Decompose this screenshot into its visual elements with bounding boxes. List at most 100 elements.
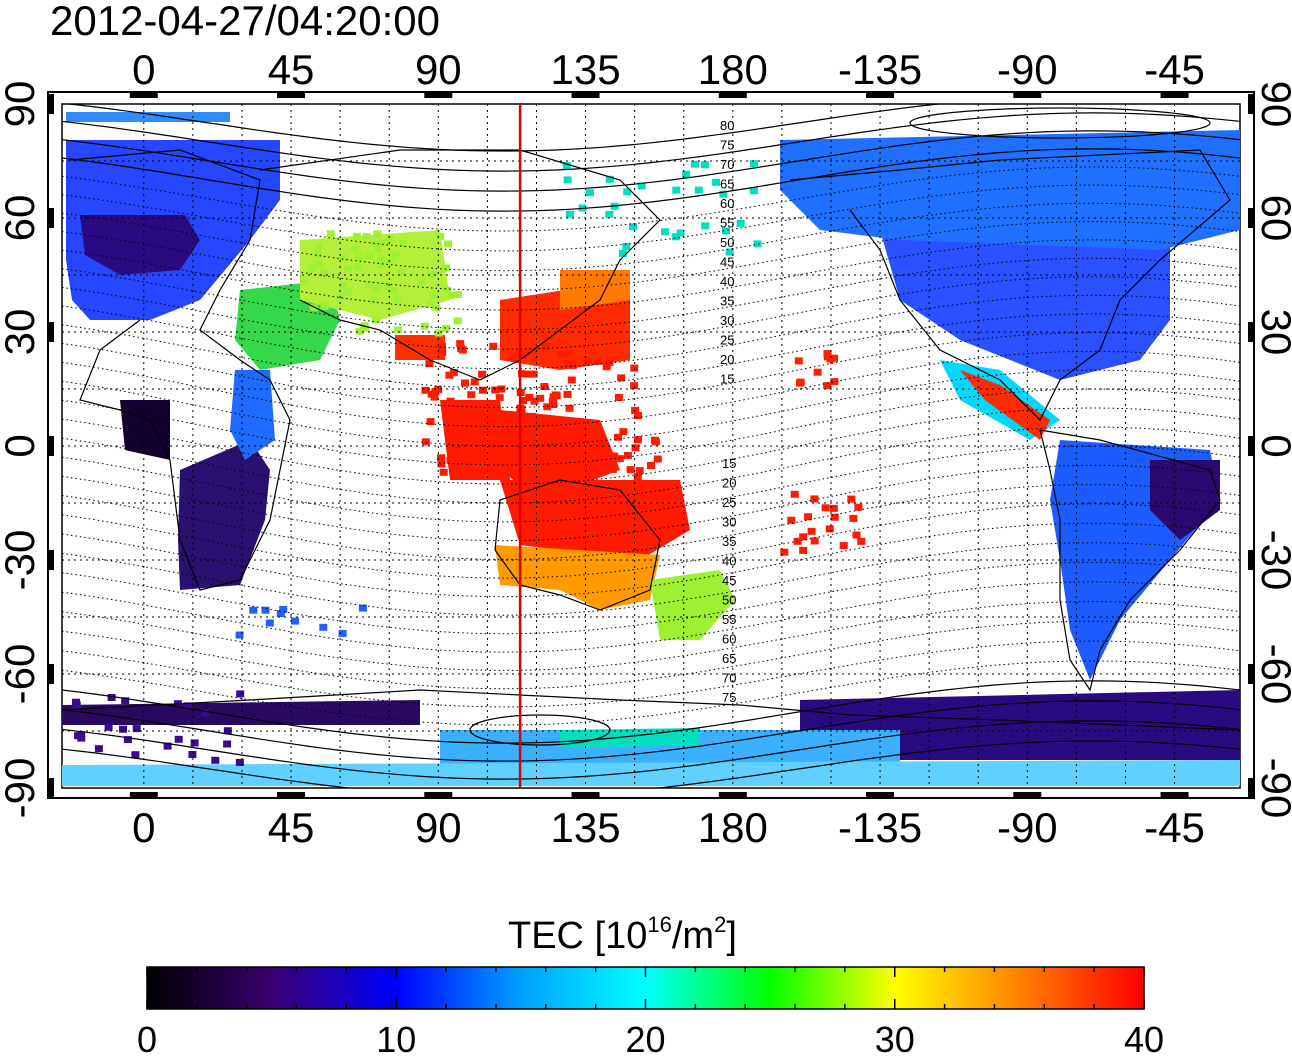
contour-label: 75 <box>720 138 734 153</box>
tec-sample <box>682 170 691 178</box>
contour-line <box>62 388 1240 466</box>
tec-sample <box>223 727 232 735</box>
tec-sample <box>467 391 476 399</box>
tec-sample <box>121 697 130 705</box>
contour-line <box>62 680 1240 744</box>
top-lon-label: 90 <box>415 46 462 93</box>
tec-sample <box>393 296 402 304</box>
tec-sample <box>849 514 858 522</box>
tec-sample <box>417 279 426 287</box>
tec-sample <box>630 382 639 390</box>
tec-sample <box>236 690 245 698</box>
contour-line <box>62 720 1240 780</box>
tec-sample <box>132 725 141 733</box>
tec-sample <box>461 379 469 387</box>
tec-sample <box>372 316 380 324</box>
tec-sample <box>351 245 360 253</box>
left-lat-label: 60 <box>0 195 43 242</box>
tec-region-canada-arctic <box>780 130 1240 250</box>
coastline-north-america <box>789 149 1231 422</box>
tec-sample <box>539 468 548 476</box>
tec-sample <box>457 468 466 476</box>
tec-sample <box>563 479 572 487</box>
tec-sample <box>107 694 116 701</box>
tec-sample <box>608 465 617 473</box>
tec-sample <box>661 228 669 236</box>
tec-sample <box>854 503 863 511</box>
tec-sample <box>807 527 816 535</box>
tec-sample <box>536 394 545 402</box>
left-lat-label: -90 <box>0 758 43 819</box>
tec-sample <box>641 500 650 508</box>
tec-region-antarctic-cyan <box>560 728 700 748</box>
tick-mark <box>1013 792 1042 798</box>
coastline-antarctica <box>62 689 1240 731</box>
right-lat-label: -90 <box>1253 758 1292 819</box>
tec-sample <box>188 751 197 758</box>
tec-sample <box>338 282 347 290</box>
tec-sample <box>443 286 452 294</box>
tec-sample <box>123 736 132 744</box>
tec-sample <box>560 475 568 483</box>
tec-sample <box>223 740 232 748</box>
map-title: 2012-04-27/04:20:00 <box>50 0 440 44</box>
tec-sample <box>810 495 819 503</box>
tec-sample <box>364 281 373 288</box>
tick-mark <box>48 664 54 684</box>
right-lat-label: 60 <box>1253 195 1292 242</box>
tec-sample <box>566 455 575 463</box>
tec-sample <box>529 431 538 439</box>
tec-sample <box>190 739 199 747</box>
contour-line <box>62 426 1240 504</box>
contour-label: 60 <box>722 632 736 647</box>
tec-sample <box>614 394 623 401</box>
tec-sample <box>619 428 628 436</box>
contour-label: 45 <box>720 255 734 270</box>
tec-sample <box>279 605 288 613</box>
tec-sample <box>453 317 462 325</box>
contour-label: 20 <box>722 476 736 491</box>
contour-line <box>62 257 1240 331</box>
contour-label: 35 <box>722 534 736 549</box>
tec-sample <box>300 278 308 286</box>
contour-line <box>62 332 1240 408</box>
tec-sample <box>478 370 487 378</box>
tec-sample <box>542 343 550 351</box>
left-lat-label: -30 <box>0 530 43 591</box>
tec-sample <box>389 286 397 294</box>
tec-sample <box>519 436 528 444</box>
tec-sample <box>437 460 446 468</box>
tec-sample <box>397 268 406 276</box>
tec-sample <box>201 709 210 717</box>
tec-sample <box>540 383 549 390</box>
tick-mark <box>718 92 747 98</box>
right-lat-label: 90 <box>1253 81 1292 128</box>
contour-label: 55 <box>722 612 736 627</box>
tec-sample <box>525 393 534 401</box>
tec-sample <box>790 490 799 498</box>
tec-sample <box>478 386 487 394</box>
bottom-lon-label: 135 <box>551 804 621 851</box>
tec-sample <box>637 182 646 190</box>
tec-sample <box>557 351 566 359</box>
tec-sample <box>444 240 452 248</box>
right-lat-labels: 90 60 30 0 -30 -60 -90 <box>1253 81 1292 819</box>
tec-sample <box>569 444 578 452</box>
tec-sample <box>119 725 127 733</box>
tec-sample <box>694 186 703 194</box>
tec-sample <box>338 629 347 637</box>
tec-sample <box>583 357 592 365</box>
tec-sample <box>425 360 434 368</box>
tec-sample <box>562 162 571 170</box>
tec-sample <box>672 186 681 194</box>
tec-sample <box>394 326 403 334</box>
tec-sample <box>438 348 447 356</box>
tec-sample <box>551 391 560 399</box>
tick-mark <box>571 792 600 798</box>
contour-label: 45 <box>722 573 736 588</box>
tec-sample <box>491 386 500 394</box>
contour-line <box>62 148 1240 212</box>
tec-sample <box>647 462 655 469</box>
tec-sample <box>520 453 529 461</box>
